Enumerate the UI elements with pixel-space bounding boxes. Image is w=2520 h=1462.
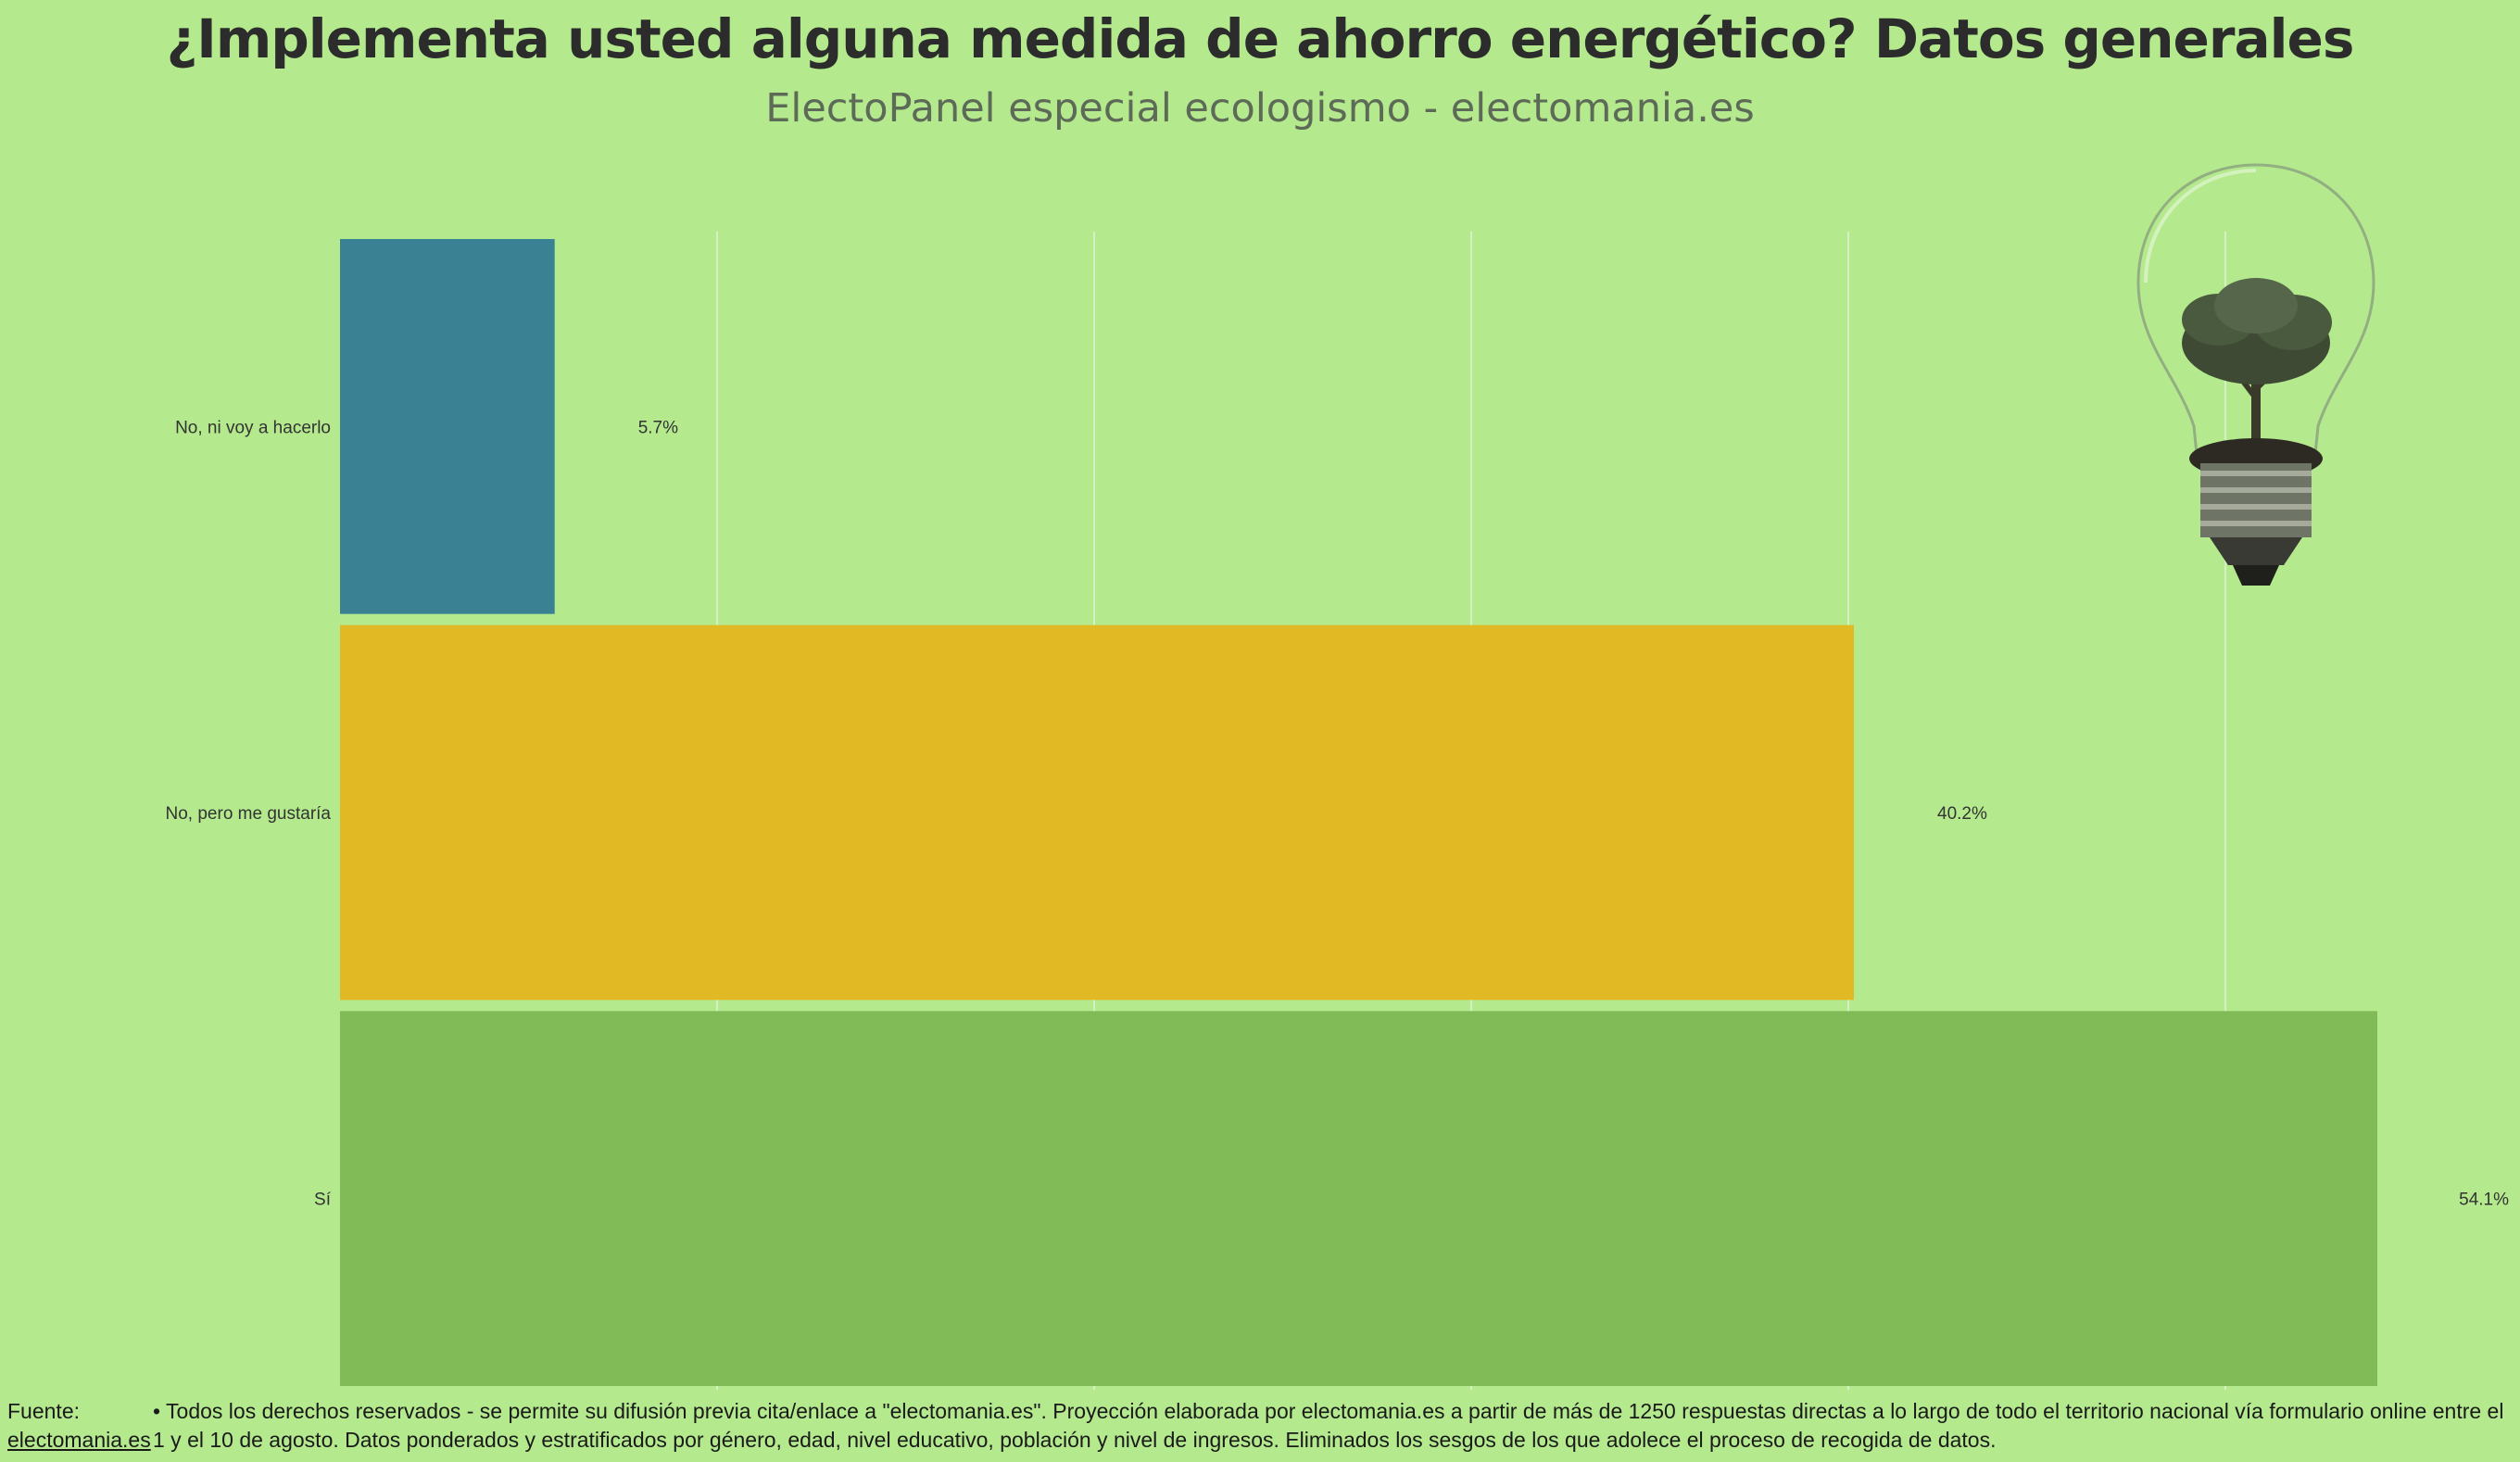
value-label: 40.2% [1937,804,1987,824]
bars [340,239,2377,1386]
footer-disclaimer: • Todos los derechos reservados - se per… [153,1399,2504,1452]
value-label: 5.7% [638,418,678,437]
footer-source-link[interactable]: electomania.es [7,1428,151,1452]
category-labels: No, ni voy a hacerlo No, pero me gustaría… [166,418,332,1209]
value-labels: 5.7% 40.2% 54.1% [638,418,2509,1209]
category-label: Sí [314,1191,332,1210]
bar [340,1011,2377,1386]
category-label: No, pero me gustaría [166,804,332,824]
bar [340,239,555,614]
lightbulb-tree-icon [2136,163,2375,586]
category-label: No, ni voy a hacerlo [175,418,331,437]
bar [340,624,1855,1001]
footer-source-label: Fuente: [7,1399,80,1423]
chart-subtitle: ElectoPanel especial ecologismo - electo… [765,85,1755,132]
bar-chart: No, ni voy a hacerlo No, pero me gustaría… [166,232,2509,1390]
chart-title: ¿Implementa usted alguna medida de ahorr… [166,7,2355,70]
value-label: 54.1% [2459,1191,2509,1210]
